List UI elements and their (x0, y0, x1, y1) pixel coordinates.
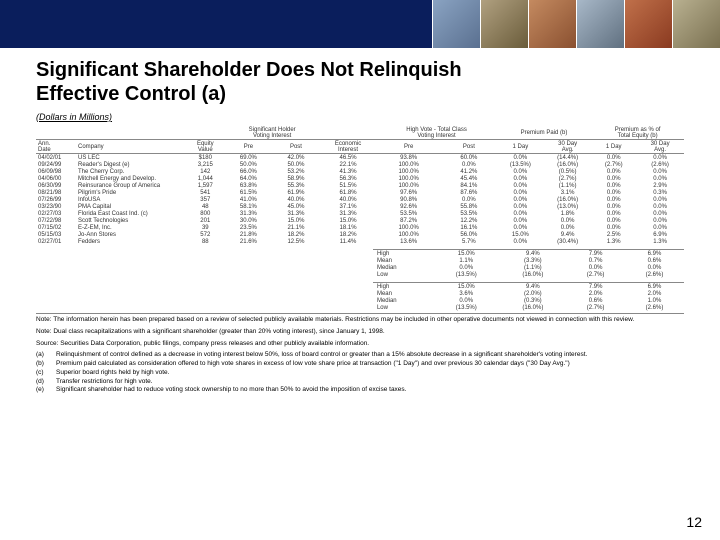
note-source: Source: Securities Data Corporation, pub… (36, 340, 684, 349)
col-econ: EconomicInterest (320, 140, 377, 154)
table-row: 02/27/03Florida East Coast Ind. (c)80031… (36, 210, 684, 217)
header-bar (0, 0, 720, 48)
data-table: Significant HolderVoting Interest High V… (36, 126, 684, 245)
table-row: 06/09/98The Cherry Corp.14266.0%53.2%41.… (36, 168, 684, 175)
header-thumb (480, 0, 528, 48)
table-row: 04/02/01US LEC$18069.0%42.0%46.5%93.8%60… (36, 154, 684, 162)
summary-row: High15.0%9.4%7.9%6.9% (373, 250, 684, 258)
header-thumb (672, 0, 720, 48)
page-number: 12 (686, 514, 702, 530)
header-thumb (432, 0, 480, 48)
summary-row: Low(13.5%)(16.0%)(2.7%)(2.6%) (373, 271, 684, 278)
col-e1: 1 Day (591, 140, 636, 154)
footnotes: Note: The information herein has been pr… (36, 313, 684, 395)
header-image-strip (432, 0, 720, 48)
col-group-voting: Significant HolderVoting Interest (225, 126, 320, 140)
table-row: 04/06/00Mitchell Energy and Develop.1,04… (36, 175, 684, 182)
footnote-item: (a)Relinquishment of control defined as … (36, 351, 684, 360)
header-thumb (624, 0, 672, 48)
summary-row: Low(13.5%)(16.0%)(2.7%)(2.6%) (373, 304, 684, 311)
col-p30: 30 DayAvg. (544, 140, 591, 154)
data-table-wrap: Significant HolderVoting Interest High V… (36, 126, 684, 311)
col-e30: 30 DayAvg. (636, 140, 684, 154)
col-hv-post: Post (441, 140, 497, 154)
col-vi-post: Post (272, 140, 320, 154)
col-company: Company (76, 140, 186, 154)
summary-table-2: High15.0%9.4%7.9%6.9%Mean3.6%(2.0%)2.0%2… (373, 282, 684, 311)
slide-title: Significant Shareholder Does Not Relinqu… (36, 58, 684, 106)
table-row: 05/15/03Jo-Ann Stores57221.8%18.2%18.2%1… (36, 231, 684, 238)
note-main: Note: The information herein has been pr… (36, 316, 684, 325)
title-line-1: Significant Shareholder Does Not Relinqu… (36, 59, 462, 81)
table-row: 03/23/90PMA Capital4858.1%45.0%37.1%92.6… (36, 203, 684, 210)
summary-row: Median0.0%(1.1%)0.0%0.0% (373, 264, 684, 271)
table-row: 07/22/98Scott Technologies20130.0%15.0%1… (36, 217, 684, 224)
table-row: 08/21/98Pilgrim's Pride54161.5%61.9%61.8… (36, 189, 684, 196)
footnote-item: (d)Transfer restrictions for high vote. (36, 378, 684, 387)
table-row: 06/30/99Reinsurance Group of America1,59… (36, 182, 684, 189)
col-hv-pre: Pre (376, 140, 441, 154)
col-vi-pre: Pre (225, 140, 273, 154)
title-line-2: Effective Control (a) (36, 83, 226, 105)
summary-row: Mean3.6%(2.0%)2.0%2.0% (373, 290, 684, 297)
col-date: Ann.Date (36, 140, 76, 154)
footnote-item: (c)Superior board rights held by high vo… (36, 369, 684, 378)
table-row: 07/15/02E-Z-EM, Inc.3923.5%21.1%18.1%100… (36, 224, 684, 231)
summary-row: High15.0%9.4%7.9%6.9% (373, 283, 684, 291)
col-p1: 1 Day (497, 140, 544, 154)
footnote-item: (e)Significant shareholder had to reduce… (36, 386, 684, 395)
col-group-premium-pct: Premium as % ofTotal Equity (b) (591, 126, 684, 140)
col-group-premium: Premium Paid (b) (497, 126, 592, 140)
summary-row: Median0.0%(0.3%)0.6%1.0% (373, 297, 684, 304)
col-group-highvote: High Vote - Total ClassVoting Interest (376, 126, 496, 140)
subtitle: (Dollars in Millions) (36, 112, 684, 122)
col-equity: EquityValue (186, 140, 225, 154)
summary-table-1: High15.0%9.4%7.9%6.9%Mean1.1%(3.3%)0.7%0… (373, 249, 684, 278)
header-thumb (576, 0, 624, 48)
header-thumb (528, 0, 576, 48)
footnote-item: (b)Premium paid calculated as considerat… (36, 360, 684, 369)
note-2: Note: Dual class recapitalizations with … (36, 328, 684, 337)
table-row: 09/24/99Reader's Digest (e)3,21550.0%50.… (36, 161, 684, 168)
table-row: 07/26/99InfoUSA35741.0%40.0%40.0%90.8%0.… (36, 196, 684, 203)
table-row: 02/27/01Fedders8821.6%12.5%11.4%13.6%5.7… (36, 238, 684, 245)
summary-row: Mean1.1%(3.3%)0.7%0.6% (373, 257, 684, 264)
